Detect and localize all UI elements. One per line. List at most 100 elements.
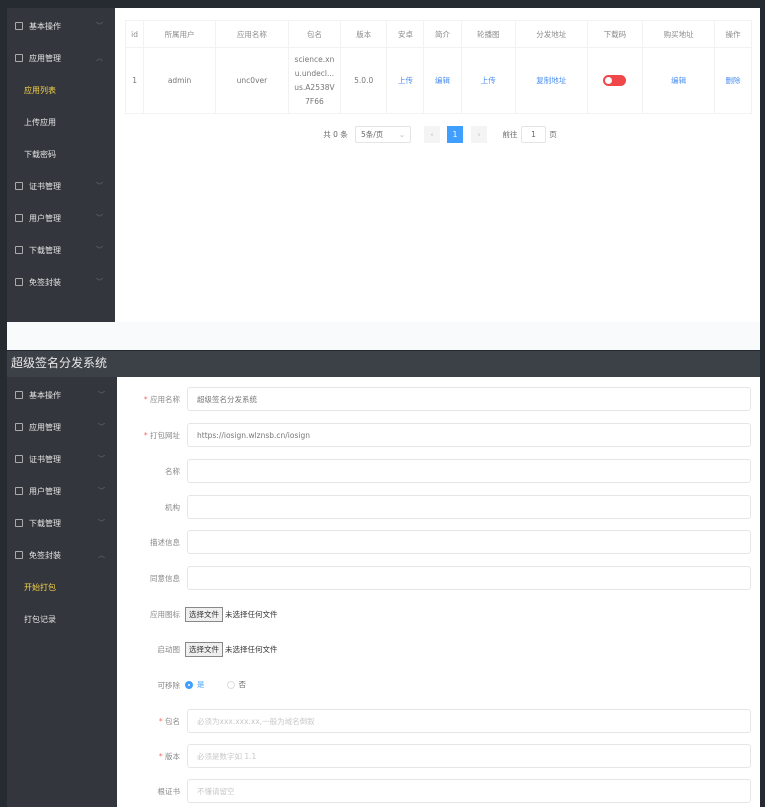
name-input[interactable]	[187, 459, 751, 483]
org-input[interactable]	[187, 495, 751, 519]
package-form: * 应用名称 超级签名分发系统 * 打包网址 https://iosign.wlzns…	[117, 377, 760, 807]
sidebar-item[interactable]: 上传应用	[7, 106, 115, 138]
next-page-button[interactable]: ›	[471, 126, 487, 143]
carousel-upload-link[interactable]: 上传	[480, 76, 496, 85]
user-icon	[15, 22, 23, 30]
sidebar-item-label: 开始打包	[24, 582, 56, 592]
chevron-up-icon: ︿	[98, 551, 105, 559]
splash-label: 启动图	[157, 645, 181, 654]
sidebar-item-label: 证书管理	[29, 181, 61, 191]
sidebar-item-label: 应用管理	[29, 53, 61, 63]
icon-label: 应用图标	[150, 610, 180, 619]
home-icon	[15, 54, 23, 62]
chevron-down-icon: ﹀	[96, 214, 103, 222]
home-icon	[15, 423, 23, 431]
table-row: 1 admin unc0ver science.xnu.undecl...us.…	[124, 47, 753, 114]
root_cert-input[interactable]: 不懂请留空	[187, 779, 751, 803]
choose-file-button[interactable]: 选择文件	[185, 607, 223, 622]
android-upload-link[interactable]: 上传	[397, 76, 413, 85]
bundle-input[interactable]: 必须为xxx.xxx.xx,一般为域名倒叙	[187, 709, 751, 733]
sidebar-item[interactable]: 免签封装 ︿	[7, 539, 117, 571]
sidebar-item-label: 用户管理	[29, 486, 61, 496]
column-header: 简介	[423, 20, 462, 48]
sidebar-item-label: 下载管理	[29, 245, 61, 255]
bundle-label: * 包名	[158, 717, 180, 726]
chevron-down-icon: ﹀	[98, 423, 105, 431]
column-header: 版本	[339, 20, 388, 48]
page-size-select[interactable]: 5条/页 ⌄	[355, 126, 411, 143]
sidebar-item[interactable]: 证书管理 ﹀	[7, 170, 115, 202]
document-icon	[15, 551, 23, 559]
user-icon	[15, 391, 23, 399]
document-icon	[15, 214, 23, 222]
cell-name: unc0ver	[214, 47, 289, 114]
delete-link[interactable]: 删除	[725, 76, 741, 85]
sidebar-item[interactable]: 下载管理 ﹀	[7, 507, 117, 539]
page-1-button[interactable]: 1	[447, 126, 463, 143]
desc-input[interactable]	[187, 530, 751, 554]
radio-yes[interactable]	[185, 680, 193, 689]
version-label: * 版本	[158, 752, 180, 761]
sidebar: 基本操作 ﹀ 应用管理 ︿ 应用列表 上传应用 下载密码 证书管理 ﹀ 用户管理 ﹀ 下载管理 ﹀ 免签封…	[7, 8, 115, 322]
prev-page-button[interactable]: ‹	[424, 126, 440, 143]
intro-edit-link[interactable]: 编辑	[435, 76, 450, 85]
copy-address-link[interactable]: 复制地址	[536, 76, 567, 85]
sidebar-item[interactable]: 基本操作 ﹀	[7, 379, 117, 411]
name-label: 名称	[165, 467, 180, 476]
column-header: 包名	[287, 20, 341, 48]
app_name-input[interactable]: 超级签名分发系统	[187, 387, 751, 411]
download-code-toggle[interactable]	[603, 75, 627, 86]
column-header: 安卓	[386, 20, 425, 48]
goto-label: 前往	[502, 130, 518, 139]
chevron-down-icon: ﹀	[98, 487, 105, 495]
cell-package: science.xnu.undecl...us.A2538V7F66	[287, 47, 341, 114]
sidebar-item[interactable]: 基本操作 ﹀	[7, 10, 115, 42]
sidebar-item[interactable]: 证书管理 ﹀	[7, 443, 117, 475]
removable-radio-group: 是否	[185, 679, 246, 690]
radio-no[interactable]	[226, 680, 235, 689]
desc-label: 描述信息	[150, 538, 180, 547]
sidebar-item[interactable]: 用户管理 ﹀	[7, 202, 115, 234]
chevron-down-icon: ﹀	[98, 391, 105, 399]
sidebar-item-label: 应用管理	[29, 422, 61, 432]
sidebar-item[interactable]: 应用列表	[7, 74, 115, 106]
sidebar-item[interactable]: 开始打包	[7, 571, 117, 603]
pack_url-input[interactable]: https://iosign.wlznsb.cn/iosign	[187, 423, 751, 447]
file-status: 未选择任何文件	[225, 610, 278, 619]
cell-user: admin	[143, 47, 216, 114]
consent-input[interactable]	[187, 566, 751, 590]
removable-label: 可移除	[157, 681, 181, 690]
page-unit: 页	[549, 130, 557, 139]
buy-edit-link[interactable]: 编辑	[671, 76, 687, 85]
page-size-value: 5条/页	[361, 130, 384, 139]
file-status: 未选择任何文件	[225, 645, 278, 654]
chevron-down-icon: ﹀	[96, 182, 103, 190]
column-header: 分发地址	[514, 20, 588, 48]
sidebar-item[interactable]: 应用管理 ︿	[7, 42, 115, 74]
sidebar-item[interactable]: 下载管理 ﹀	[7, 234, 115, 266]
document-icon	[15, 487, 23, 495]
chevron-down-icon: ﹀	[98, 455, 105, 463]
sidebar-item-label: 用户管理	[29, 213, 61, 223]
document-icon	[15, 519, 23, 527]
chevron-down-icon: ﹀	[96, 22, 103, 30]
sidebar-item[interactable]: 用户管理 ﹀	[7, 475, 117, 507]
sidebar: 基本操作 ﹀ 应用管理 ﹀ 证书管理 ﹀ 用户管理 ﹀ 下载管理 ﹀ 免签封装 ︿ 开始打包 打包记录	[7, 377, 117, 807]
sidebar-item[interactable]: 下载密码	[7, 138, 115, 170]
sidebar-item[interactable]: 打包记录	[7, 603, 117, 635]
app-table: id 所属用户 应用名称 包名 版本 安卓 简介 轮播图 分发地址 下载码 购买地址 操作 1 adm…	[124, 20, 753, 114]
column-header: 购买地址	[642, 20, 715, 48]
goto-page-input[interactable]: 1	[521, 126, 546, 143]
chevron-up-icon: ︿	[96, 54, 103, 62]
splash-file-input[interactable]: 选择文件 未选择任何文件	[185, 642, 278, 657]
icon-file-input[interactable]: 选择文件 未选择任何文件	[185, 607, 278, 622]
sidebar-item-label: 下载密码	[24, 149, 56, 159]
sidebar-item[interactable]: 免签封装 ﹀	[7, 266, 115, 298]
sidebar-item-label: 下载管理	[29, 518, 61, 528]
choose-file-button[interactable]: 选择文件	[185, 642, 223, 657]
sidebar-item-label: 免签封装	[29, 550, 61, 560]
version-input[interactable]: 必须是数字如 1.1	[187, 744, 751, 768]
sidebar-item-label: 免签封装	[29, 277, 61, 287]
column-header: 操作	[713, 20, 753, 48]
sidebar-item[interactable]: 应用管理 ﹀	[7, 411, 117, 443]
